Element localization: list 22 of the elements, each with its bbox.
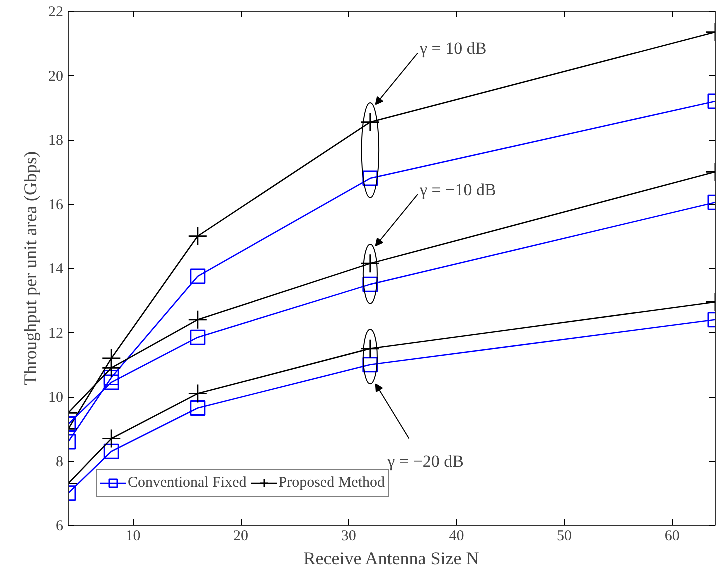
x-tick-label: 60 (664, 528, 680, 544)
x-tick-label: 50 (557, 528, 572, 544)
y-tick-label: 12 (48, 326, 64, 342)
x-tick-label: 20 (234, 528, 249, 544)
x-tick-label: 40 (449, 528, 464, 544)
y-tick-label: 22 (48, 4, 64, 20)
annotation: γ = 10 dB (419, 38, 487, 58)
y-tick-label: 16 (48, 197, 64, 214)
legend-label: Proposed Method (278, 474, 385, 492)
annotation: γ = −10 dB (419, 180, 496, 200)
x-axis-title: Receive Antenna Size N (304, 548, 480, 568)
y-tick-label: 18 (48, 133, 64, 149)
y-tick-label: 8 (56, 454, 64, 470)
x-tick-label: 10 (126, 528, 141, 544)
y-tick-label: 14 (48, 262, 64, 278)
annotation: γ = −20 dB (386, 452, 464, 471)
y-tick-label: 10 (48, 390, 64, 406)
y-axis-title: Throughput per unit area (Gbps) (20, 152, 40, 386)
y-tick-label: 20 (48, 68, 64, 85)
legend-label: Conventional Fixed (128, 474, 247, 492)
x-tick-label: 30 (341, 528, 356, 544)
y-tick-label: 6 (56, 518, 64, 534)
